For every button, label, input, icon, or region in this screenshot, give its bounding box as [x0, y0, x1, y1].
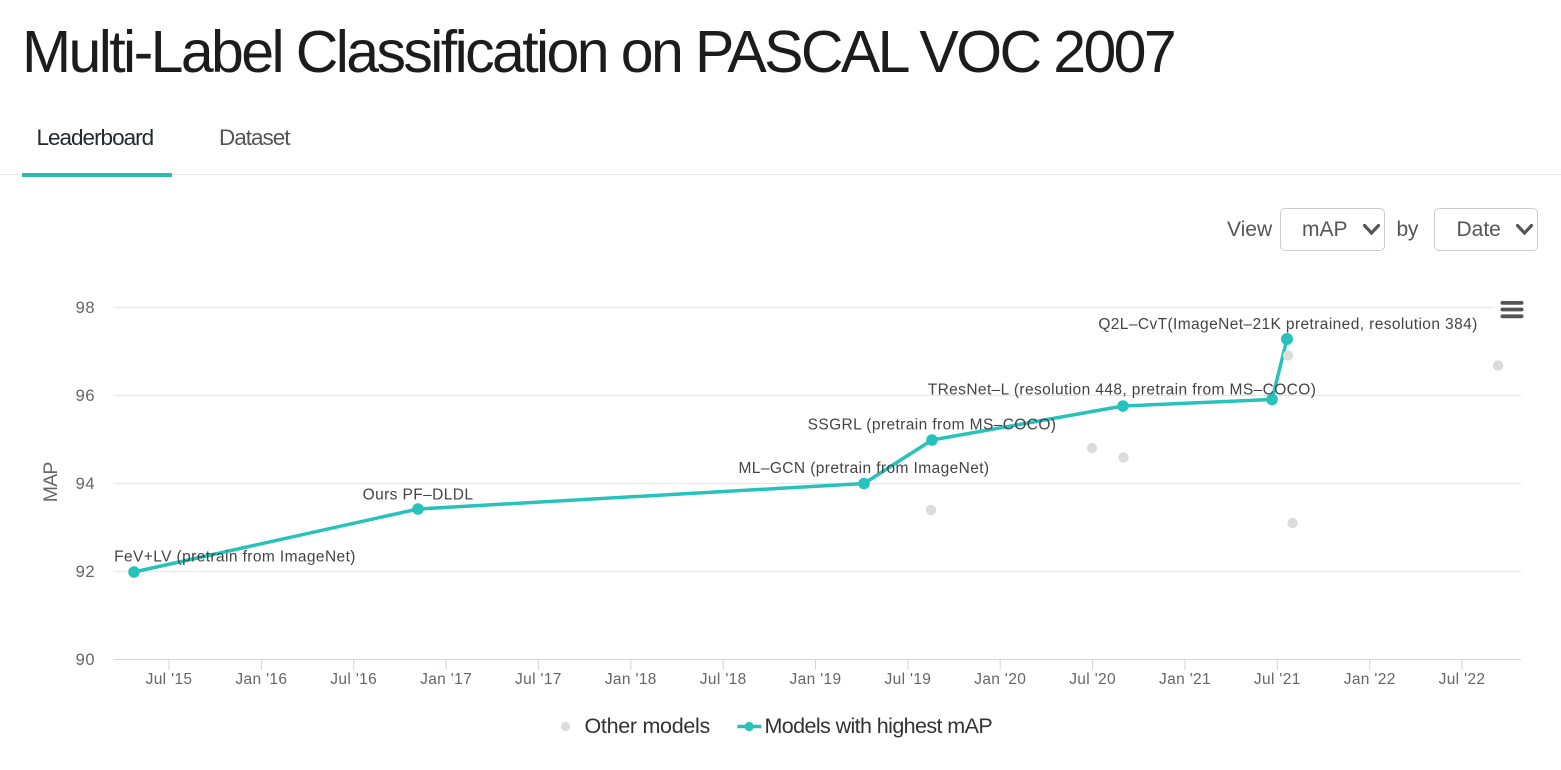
svg-text:Jan '21: Jan '21	[1159, 671, 1211, 688]
svg-text:FeV+LV (pretrain from ImageNet: FeV+LV (pretrain from ImageNet)	[114, 549, 356, 566]
svg-text:Jul '20: Jul '20	[1069, 671, 1116, 688]
svg-text:Jan '19: Jan '19	[790, 671, 842, 688]
svg-text:Jul '16: Jul '16	[330, 671, 377, 688]
svg-text:Ours PF–DLDL: Ours PF–DLDL	[363, 487, 474, 504]
svg-text:94: 94	[76, 475, 95, 493]
svg-text:92: 92	[76, 563, 95, 581]
svg-text:Jul '19: Jul '19	[885, 671, 932, 688]
svg-text:Jan '17: Jan '17	[420, 671, 472, 688]
svg-text:Q2L–CvT(ImageNet–21K pretraine: Q2L–CvT(ImageNet–21K pretrained, resolut…	[1098, 316, 1477, 333]
svg-text:MAP: MAP	[40, 462, 62, 502]
svg-text:ML–GCN (pretrain from ImageNet: ML–GCN (pretrain from ImageNet)	[739, 460, 990, 477]
svg-text:Jan '18: Jan '18	[605, 671, 657, 688]
svg-text:Jul '21: Jul '21	[1254, 671, 1301, 688]
svg-text:90: 90	[76, 651, 95, 669]
svg-text:Jan '22: Jan '22	[1344, 671, 1396, 688]
svg-text:Jan '16: Jan '16	[235, 671, 287, 688]
svg-text:Jul '22: Jul '22	[1439, 671, 1486, 688]
svg-text:TResNet–L (resolution 448, pre: TResNet–L (resolution 448, pretrain from…	[928, 382, 1317, 399]
svg-text:Models with highest mAP: Models with highest mAP	[765, 714, 993, 738]
svg-text:98: 98	[76, 299, 95, 317]
svg-text:96: 96	[76, 387, 95, 405]
svg-text:Jan '20: Jan '20	[974, 671, 1026, 688]
svg-text:Jul '15: Jul '15	[146, 671, 193, 688]
svg-text:Other models: Other models	[585, 714, 710, 738]
svg-text:Jul '17: Jul '17	[515, 671, 562, 688]
svg-text:Jul '18: Jul '18	[700, 671, 747, 688]
svg-text:SSGRL (pretrain from MS–COCO): SSGRL (pretrain from MS–COCO)	[808, 417, 1057, 434]
